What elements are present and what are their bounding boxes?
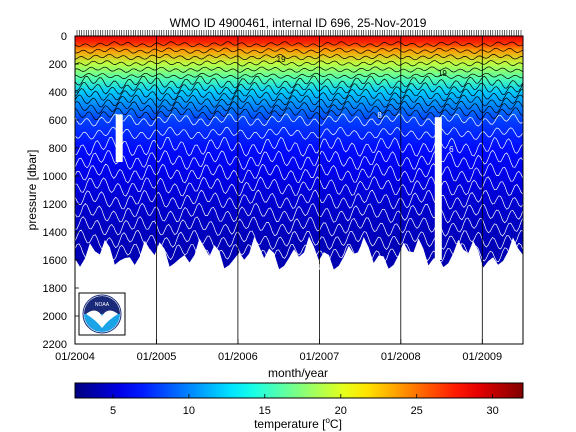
y-tick-label: 1000: [43, 171, 67, 183]
logo-gull-icon: [86, 310, 118, 328]
logo-text: NOAA: [95, 302, 110, 308]
x-tick-label: 01/2007: [300, 351, 340, 363]
x-tick-label: 01/2008: [381, 351, 421, 363]
y-tick-label: 1800: [43, 283, 67, 295]
data-gaps: [115, 114, 442, 260]
x-tick-label: 01/2006: [218, 351, 258, 363]
contour-line: [75, 66, 523, 73]
contour-line: [75, 162, 523, 184]
plot-frame: [74, 35, 524, 345]
x-tick-label: 01/2009: [462, 351, 502, 363]
contour-line: [75, 113, 523, 127]
colorbar-tick-label: 5: [110, 405, 116, 417]
y-axis-label: pressure [dbar]: [25, 150, 39, 231]
contour-line: [75, 60, 523, 67]
contour-line: [75, 149, 523, 171]
data-gap: [434, 117, 442, 260]
contour-line: [75, 107, 523, 121]
contour-lines: [75, 41, 523, 264]
y-tick-label: 600: [49, 115, 67, 127]
colorbar-ticks: 5 10 15 20 25 30: [110, 394, 499, 417]
noaa-logo: NOAA: [78, 292, 126, 336]
contour-line: [75, 88, 523, 102]
chart-title: WMO ID 4900461, internal ID 696, 25-Nov-…: [170, 16, 427, 30]
contour-label: 19: [438, 69, 447, 78]
y-tick-label: 2200: [43, 339, 67, 351]
y-tick-label: 800: [49, 143, 67, 155]
contour-line: [75, 229, 523, 251]
contour-label: 6: [449, 145, 454, 154]
contour-line: [75, 242, 523, 264]
contour-line: [75, 47, 523, 54]
y-tick-label: 200: [49, 59, 67, 71]
contour-line: [75, 53, 523, 61]
x-tick-label: 01/2005: [137, 351, 177, 363]
y-tick-label: 1600: [43, 255, 67, 267]
contour-line: [75, 75, 523, 89]
x-tick-label: 01/2004: [55, 351, 95, 363]
profile-ticks: [76, 30, 522, 36]
year-lines: [156, 36, 483, 344]
colorbar-label: temperature [oC]: [254, 416, 342, 431]
y-tick-label: 400: [49, 87, 67, 99]
colorbar-label-sup: o: [325, 416, 330, 425]
colorbar-gradient: [74, 382, 524, 399]
contour-line: [75, 176, 523, 197]
contour-label: 19: [277, 55, 286, 64]
y-axis: 0 200 400 600 800 1000 1200 1400 1600 1800 2000 220…: [43, 31, 79, 351]
contour-line: [75, 202, 523, 224]
y-tick-label: 1400: [43, 227, 67, 239]
colorbar-tick-label: 30: [486, 405, 498, 417]
contour-line: [75, 126, 523, 140]
contour-line: [75, 81, 523, 95]
contour-line: [75, 216, 523, 237]
contour-line: [75, 136, 523, 157]
colorbar-tick-label: 10: [183, 405, 195, 417]
x-axis: 01/2004 01/2005 01/2006 01/2007 01/2008 01/20…: [55, 339, 502, 363]
contour-line: [75, 189, 523, 210]
contour-line: [75, 100, 523, 114]
contour-line: [75, 41, 523, 48]
x-axis-label: month/year: [268, 366, 328, 380]
colorbar-tick-label: 25: [411, 405, 423, 417]
logo-top: [84, 296, 120, 314]
contour-label: 8: [377, 111, 382, 120]
contour-labels: 19 19 8 6 4.5: [277, 55, 454, 272]
contour-line: [75, 72, 523, 80]
colorbar-tick-label: 15: [259, 405, 271, 417]
temperature-field-fill: [75, 36, 523, 270]
y-tick-label: 0: [61, 31, 67, 43]
data-gap: [115, 114, 123, 162]
plot-area: 19 19 8 6 4.5: [74, 30, 524, 345]
contour-label: 4.5: [316, 263, 328, 272]
y-tick-label: 1200: [43, 199, 67, 211]
y-tick-label: 2000: [43, 311, 67, 323]
colorbar-tick-label: 20: [335, 405, 347, 417]
temperature-field: 19 19 8 6 4.5: [75, 36, 523, 344]
colorbar-label-unit: C]: [330, 417, 342, 431]
colorbar: 5 10 15 20 25 30 temperature [oC]: [74, 382, 524, 431]
contour-line: [75, 94, 523, 108]
colorbar-label-main: temperature [: [254, 417, 326, 431]
